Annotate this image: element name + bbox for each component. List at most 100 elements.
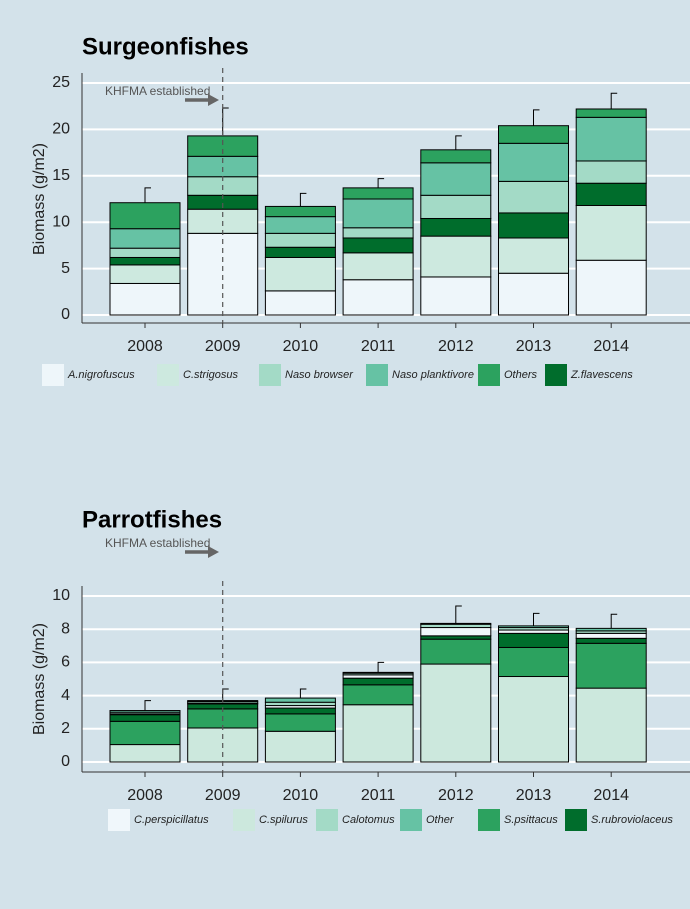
bar-segment xyxy=(575,642,647,689)
legend-swatch xyxy=(157,364,179,386)
bar-segment xyxy=(264,205,336,218)
annotation: KHFMA established xyxy=(105,84,210,98)
bar-segment xyxy=(109,714,181,722)
bar-segment xyxy=(109,202,181,230)
x-tick-label: 2014 xyxy=(593,338,629,355)
legend-label: C.strigosus xyxy=(183,369,239,381)
bar-segment xyxy=(342,252,414,281)
bar-segment xyxy=(575,204,647,261)
bar-segment xyxy=(498,676,569,763)
annotation-arrowhead xyxy=(208,94,219,106)
legend-label: S.psittacus xyxy=(504,814,558,826)
x-tick-label: 2012 xyxy=(438,787,474,804)
bar-segment xyxy=(575,108,647,118)
bar-segment xyxy=(575,182,647,206)
error-bar xyxy=(144,187,151,203)
legend-swatch xyxy=(478,809,500,831)
bar-segment xyxy=(342,279,414,316)
legend-label: Others xyxy=(504,369,538,381)
bar-segment xyxy=(264,216,336,234)
error-bar xyxy=(455,605,462,624)
bar-segment xyxy=(575,637,647,644)
annotation-arrowhead xyxy=(208,546,219,558)
bar-segment xyxy=(342,677,414,686)
bar-segment xyxy=(575,627,647,632)
bar-segment xyxy=(109,264,181,284)
bar-segment xyxy=(498,646,569,678)
error-bar xyxy=(144,700,151,711)
error-bar xyxy=(455,135,462,150)
error-bar xyxy=(299,688,307,699)
error-bar xyxy=(377,661,385,673)
bar-segment xyxy=(420,235,492,278)
bar-segment xyxy=(342,704,414,763)
legend-swatch xyxy=(400,809,422,831)
legend-swatch xyxy=(478,364,500,386)
legend-label: Calotomus xyxy=(342,814,395,826)
error-bar xyxy=(299,192,307,207)
bar-segment xyxy=(264,730,336,763)
legend-swatch xyxy=(108,809,130,831)
bar-segment xyxy=(420,217,492,237)
y-tick-label: 5 xyxy=(61,260,70,277)
bar-segment xyxy=(342,187,414,200)
y-tick-label: 0 xyxy=(61,753,70,770)
y-tick-label: 4 xyxy=(61,687,70,704)
legend-label: Z.flavescens xyxy=(570,369,633,381)
legend-label: Naso browser xyxy=(285,369,354,381)
legend-label: A.nigrofuscus xyxy=(67,369,135,381)
bar-segment xyxy=(575,160,647,184)
x-tick-label: 2012 xyxy=(438,338,474,355)
bar-segment xyxy=(342,237,414,254)
bar-segment xyxy=(575,259,647,316)
y-tick-label: 8 xyxy=(61,620,70,637)
bar-segment xyxy=(342,671,414,674)
bar-segment xyxy=(498,212,569,239)
y-tick-label: 6 xyxy=(61,654,70,671)
chart-title: Surgeonfishes xyxy=(82,33,249,60)
bar-segment xyxy=(498,272,569,316)
y-tick-label: 25 xyxy=(52,74,70,91)
error-bar xyxy=(222,688,229,701)
bar-segment xyxy=(109,228,181,249)
legend-label: C.spilurus xyxy=(259,814,308,826)
bar-segment xyxy=(264,713,336,732)
bar-segment xyxy=(264,707,336,715)
bar-segment xyxy=(109,744,181,763)
bar-segment xyxy=(342,227,414,239)
x-tick-label: 2010 xyxy=(283,338,319,355)
y-tick-label: 10 xyxy=(52,587,70,604)
bar-segment xyxy=(264,290,336,316)
y-tick-label: 2 xyxy=(61,720,70,737)
error-bar xyxy=(377,178,385,188)
x-tick-label: 2013 xyxy=(516,338,552,355)
legend-swatch xyxy=(366,364,388,386)
bar-segment xyxy=(498,625,569,629)
legend-label: Naso planktivore xyxy=(392,369,474,381)
bar-segment xyxy=(420,627,492,637)
y-tick-label: 10 xyxy=(52,213,70,230)
error-bar xyxy=(610,613,618,629)
legend-label: S.rubroviolaceus xyxy=(591,814,673,826)
y-axis-label: Biomass (g/m2) xyxy=(31,623,48,735)
bar-segment xyxy=(420,638,492,665)
error-bar xyxy=(533,109,540,126)
bar-segment xyxy=(264,697,336,703)
y-tick-label: 20 xyxy=(52,121,70,138)
annotation: KHFMA established xyxy=(105,536,210,550)
x-tick-label: 2009 xyxy=(205,787,241,804)
error-bar xyxy=(610,92,618,109)
x-tick-label: 2008 xyxy=(127,787,163,804)
legend-swatch xyxy=(233,809,255,831)
bar-segment xyxy=(264,246,336,258)
legend-label: C.perspicillatus xyxy=(134,814,209,826)
bar-segment xyxy=(420,663,492,763)
bar-segment xyxy=(498,125,569,144)
bar-segment xyxy=(109,282,181,316)
bar-segment xyxy=(187,232,259,316)
bar-segment xyxy=(264,256,336,292)
error-bar xyxy=(533,612,540,626)
bar-segment xyxy=(575,632,647,639)
x-tick-label: 2009 xyxy=(205,338,241,355)
